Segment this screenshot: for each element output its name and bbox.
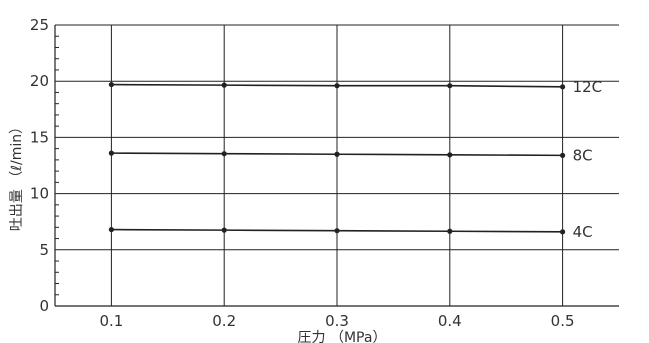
data-point-8c [447,152,453,158]
y-axis-title: 吐出量 （ℓ/min） [9,120,25,231]
data-point-4c [108,226,114,233]
x-tick-label: 0.1 [99,312,123,330]
data-point-4c [447,228,453,234]
data-point-4c [560,229,566,235]
data-point-12c [560,84,566,90]
y-tick-label: 25 [30,16,49,34]
data-point-12c [221,82,227,88]
x-tick-label: 0.3 [325,312,349,330]
data-point-12c [447,83,453,89]
y-tick-label: 20 [30,72,49,90]
series-label-12c: 12C [573,78,603,96]
data-point-4c [221,227,227,233]
x-tick-label: 0.2 [212,312,236,330]
data-point-8c [560,152,566,158]
y-tick-label: 10 [30,185,49,203]
data-point-8c [221,151,227,157]
data-point-4c [334,228,340,234]
data-point-8c [334,151,340,157]
x-tick-label: 0.4 [438,312,462,330]
data-point-12c [108,81,114,88]
x-tick-label: 0.5 [551,312,575,330]
series-label-4c: 4C [573,223,593,241]
data-point-12c [334,83,340,89]
y-tick-label: 0 [39,297,49,315]
y-tick-label: 5 [39,241,49,259]
y-tick-label: 15 [30,128,49,146]
x-axis-title: 圧力 （MPa） [298,330,387,343]
data-point-8c [108,150,114,156]
series-label-8c: 8C [573,146,593,164]
